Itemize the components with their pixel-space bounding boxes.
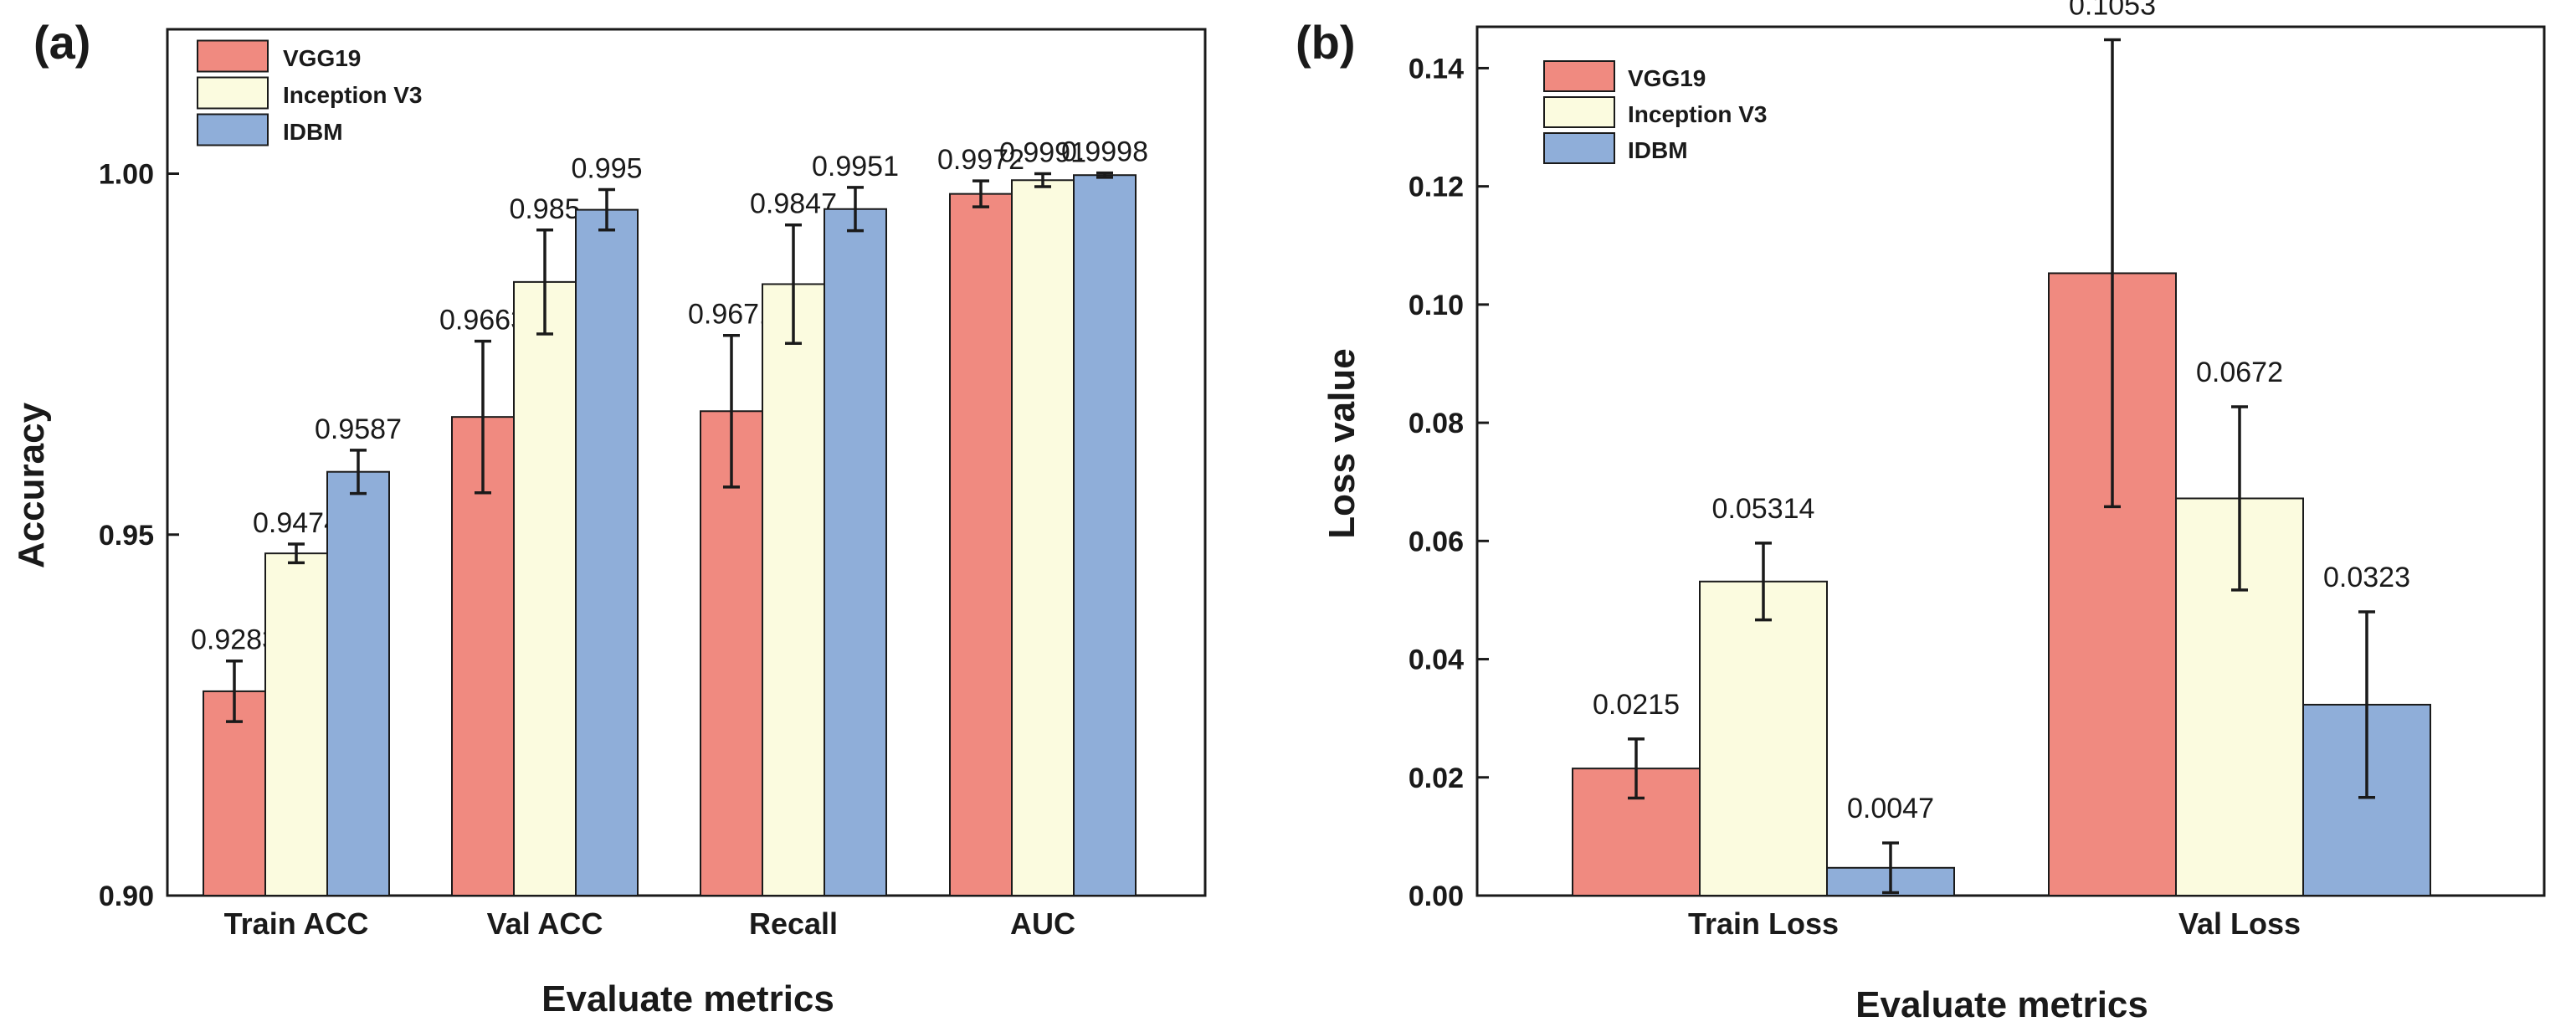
panel-a-data-label: 0.9474 (253, 507, 340, 539)
panel-a-data-label: 0.9972 (937, 144, 1024, 176)
panel-a-x-axis-title: Evaluate metrics (541, 978, 834, 1019)
panel-b-y-tick-label: 0.10 (1409, 290, 1464, 321)
panel-b-legend: VGG19 Inception V3 IDBM (1543, 60, 1767, 164)
panel-b-plot-frame (1475, 25, 2546, 897)
panel-a-data-label: 0.995 (571, 152, 642, 184)
panel-b-legend-label: IDBM (1628, 137, 1688, 163)
panel-a-x-tick-label: AUC (1010, 906, 1075, 941)
panel-a-data-label: 0.9671 (688, 299, 775, 331)
panel-a-bar-inception-v3 (762, 283, 825, 896)
panel-a-data-label: 0.9951 (812, 151, 899, 182)
panel-a-bar-idbm (326, 470, 390, 897)
panel-b-y-tick-label: 0.06 (1409, 526, 1464, 557)
panel-a-marks: 0.90 0.95 1.00 Train ACC 0.9283 0.9474 0.9587 V… (99, 28, 1207, 941)
panel-a-bar-idbm (824, 208, 887, 896)
panel-b-x-tick-label: Val Loss (2178, 906, 2301, 941)
panel-b-y-tick-label: 0.14 (1409, 53, 1464, 85)
panel-b-legend-label: Inception V3 (1628, 101, 1767, 127)
panel-b-marks: 0.00 0.02 0.04 0.06 0.08 0.10 0.12 0.14 Train Lo… (1409, 0, 2546, 941)
panel-a-y-tick-label: 0.95 (99, 520, 154, 552)
chart-panel-b: (b) Loss value Evaluate metrics 0.00 0.02… (1296, 0, 2546, 1025)
panel-a-legend-label: VGG19 (283, 45, 361, 71)
panel-a-bar-idbm (1073, 174, 1137, 897)
panel-a-bar-vgg19 (949, 193, 1013, 896)
panel-b-data-label: 0.1053 (2069, 0, 2156, 22)
panel-a-y-axis-title: Accuracy (11, 402, 52, 568)
panel-a-legend-label: Inception V3 (283, 82, 422, 108)
panel-a-x-tick-label: Recall (749, 906, 838, 941)
panel-b-x-axis-title: Evaluate metrics (1855, 984, 2148, 1025)
panel-b-data-label: 0.0323 (2323, 562, 2410, 593)
panel-a-data-label: 0.9991 (999, 137, 1086, 169)
panel-b-y-tick-label: 0.04 (1409, 644, 1464, 676)
panel-b-x-tick-label: Train Loss (1688, 906, 1839, 941)
panel-b-y-tick-label: 0.00 (1409, 881, 1464, 912)
panel-b-legend-swatch (1543, 132, 1615, 164)
panel-a-label: (a) (33, 16, 90, 69)
panel-a-legend-swatch (197, 39, 269, 73)
panel-b-legend-swatch (1543, 96, 1615, 128)
panel-b-data-label: 0.05314 (1712, 493, 1815, 525)
panel-b-label: (b) (1296, 16, 1356, 69)
panel-a-data-label: 0.9847 (750, 188, 837, 220)
panel-a-legend-swatch (197, 113, 269, 146)
panel-b-data-label: 0.0047 (1847, 793, 1934, 824)
panel-b-bar-inception-v3 (1699, 580, 1828, 896)
panel-a-data-label: 0.9998 (1061, 136, 1148, 168)
panel-a-legend-label: IDBM (283, 119, 343, 145)
panel-b-data-label: 0.0672 (2196, 357, 2283, 388)
panel-a-data-label: 0.9663 (439, 305, 526, 336)
panel-a-legend-swatch (197, 76, 269, 110)
panel-a-bar-idbm (575, 208, 639, 896)
panel-a-data-label: 0.985 (509, 193, 580, 225)
panel-a-y-tick-label: 0.90 (99, 881, 154, 912)
panel-a-data-label: 0.9587 (315, 413, 402, 445)
panel-b-data-label: 0.0215 (1593, 689, 1680, 721)
panel-b-y-tick-label: 0.08 (1409, 408, 1464, 439)
panel-b-legend-swatch (1543, 60, 1615, 92)
panel-a-bar-inception-v3 (1011, 179, 1075, 896)
panel-b-y-tick-label: 0.12 (1409, 172, 1464, 203)
panel-a-y-tick-label: 1.00 (99, 159, 154, 191)
panel-b-y-axis-title: Loss value (1321, 348, 1362, 538)
panel-a-bar-inception-v3 (513, 280, 577, 896)
panel-b-y-tick-label: 0.02 (1409, 762, 1464, 794)
panel-a-x-tick-label: Train ACC (224, 906, 369, 941)
panel-a-plot-frame (166, 28, 1207, 897)
panel-a-data-label: 0.9283 (191, 624, 278, 656)
panel-a-legend: VGG19 Inception V3 IDBM (197, 39, 422, 146)
panel-b-legend-label: VGG19 (1628, 65, 1706, 91)
chart-panel-a: (a) Accuracy Evaluate metrics 0.90 0.95 1.… (11, 16, 1207, 1019)
panel-a-bar-vgg19 (203, 690, 266, 896)
panel-a-bar-vgg19 (451, 416, 515, 897)
panel-a-x-tick-label: Val ACC (487, 906, 603, 941)
panel-a-bar-inception-v3 (264, 552, 328, 896)
